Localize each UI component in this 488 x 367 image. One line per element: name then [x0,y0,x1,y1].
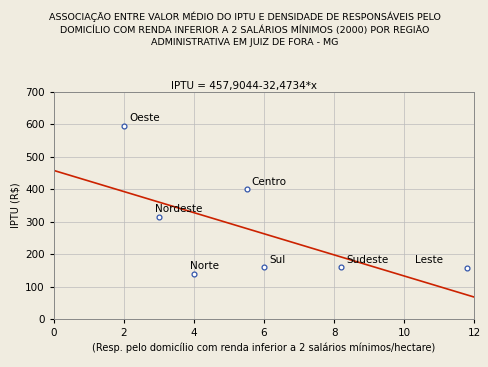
Text: Norte: Norte [190,261,219,271]
Text: ASSOCIAÇÃO ENTRE VALOR MÉDIO DO IPTU E DENSIDADE DE RESPONSÁVEIS PELO
DOMICÍLIO : ASSOCIAÇÃO ENTRE VALOR MÉDIO DO IPTU E D… [48,11,440,47]
Text: IPTU = 457,9044-32,4734*x: IPTU = 457,9044-32,4734*x [171,81,317,91]
Text: Sul: Sul [269,255,285,265]
Text: Sudeste: Sudeste [346,255,388,265]
Text: Nordeste: Nordeste [155,204,203,214]
Text: Leste: Leste [414,255,442,265]
Text: Centro: Centro [251,177,286,187]
X-axis label: (Resp. pelo domicílio com renda inferior a 2 salários mínimos/hectare): (Resp. pelo domicílio com renda inferior… [92,342,435,353]
Text: Oeste: Oeste [129,113,160,123]
Y-axis label: IPTU (R$): IPTU (R$) [11,183,21,228]
